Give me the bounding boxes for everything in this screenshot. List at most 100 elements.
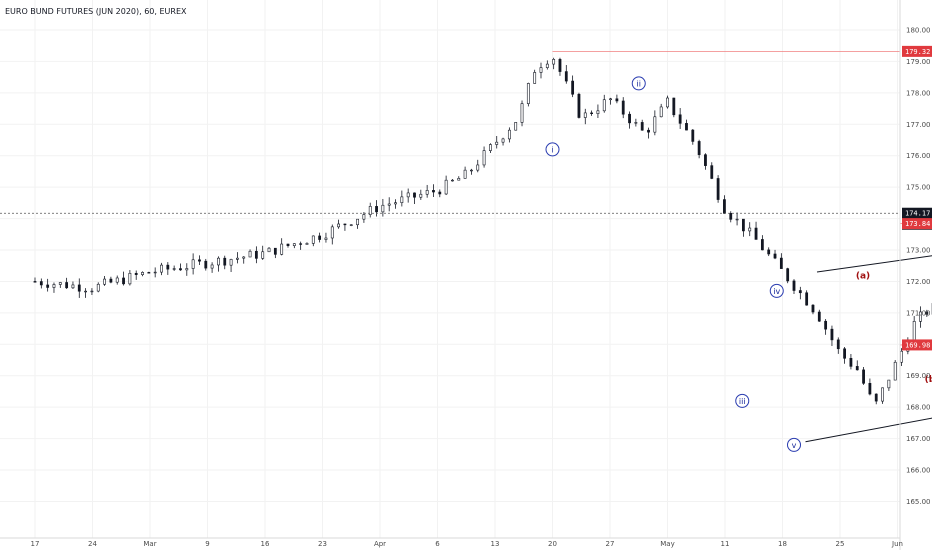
candle-body <box>52 284 56 288</box>
candle-body <box>824 320 828 330</box>
candle-body <box>507 129 511 140</box>
price-axis[interactable]: 165.00166.00167.00168.00169.00170.00171.… <box>899 0 932 550</box>
time-tick-label: 25 <box>836 540 845 548</box>
candle-body <box>893 361 897 381</box>
time-tick-label: 24 <box>88 540 97 548</box>
candle-body <box>254 250 258 259</box>
candle-body <box>792 280 796 291</box>
candle-body <box>748 227 752 232</box>
candle-body <box>375 206 378 213</box>
price-tick-label: 167.00 <box>906 435 931 443</box>
candle-body <box>65 282 69 289</box>
candle-body <box>273 247 277 255</box>
wave-circle <box>735 393 750 408</box>
candle-body <box>413 192 416 198</box>
wave-label-blue: i <box>551 145 553 154</box>
candle-body <box>621 100 625 115</box>
candle-body <box>71 284 75 289</box>
time-tick-label: 27 <box>606 540 615 548</box>
candle-body <box>678 114 682 124</box>
candle-body <box>286 243 290 246</box>
candle-body <box>741 218 745 232</box>
candle-body <box>855 366 859 371</box>
wave-label-blue: iv <box>773 287 780 296</box>
candle-body <box>438 191 442 195</box>
wave-label-red: (a) <box>856 271 870 281</box>
candle-body <box>552 59 556 65</box>
candle-body <box>267 247 271 253</box>
candle-body <box>577 93 581 118</box>
candle-body <box>58 282 62 285</box>
candle-body <box>166 264 170 270</box>
time-tick-label: 6 <box>435 540 440 548</box>
candle-body <box>261 251 265 259</box>
time-axis[interactable]: 1724Mar91623Apr6132027May111825Jun8 <box>0 537 932 548</box>
candle-body <box>356 218 359 226</box>
candle-body <box>786 268 790 282</box>
candle-body <box>602 99 606 112</box>
candle-body <box>805 292 809 306</box>
candle-body <box>666 97 669 108</box>
candle-body <box>84 290 88 293</box>
candle-body <box>710 165 714 179</box>
candle-body <box>697 141 701 155</box>
candle-body <box>729 213 733 220</box>
candle-body <box>419 193 423 198</box>
candle-body <box>425 190 429 195</box>
price-tick-label: 177.00 <box>906 121 931 129</box>
candle-body <box>141 272 144 275</box>
candle-body <box>77 284 81 292</box>
candle-body <box>735 218 739 221</box>
candle-body <box>248 250 252 258</box>
candle-body <box>381 204 385 213</box>
candle-body <box>103 278 106 285</box>
candle-body <box>691 129 695 142</box>
candle-body <box>596 110 600 114</box>
candle-body <box>704 154 707 166</box>
price-badge-label: 179.32 <box>905 48 930 56</box>
candle-body <box>773 253 777 259</box>
price-tick-label: 173.00 <box>906 247 931 255</box>
candle-body <box>634 122 638 124</box>
time-tick-label: Apr <box>374 540 386 548</box>
candle-body <box>811 304 815 313</box>
candle-body <box>444 179 448 195</box>
time-tick-label: 11 <box>721 540 730 548</box>
price-tick-label: 172.00 <box>906 278 931 286</box>
candle-body <box>160 264 163 273</box>
candle-body <box>488 144 492 151</box>
candle-body <box>115 277 119 283</box>
price-tick-label: 175.00 <box>906 184 931 192</box>
wave-circle <box>787 437 801 452</box>
candle-body <box>305 243 309 245</box>
time-tick-label: 9 <box>205 540 209 548</box>
candle-body <box>432 190 435 193</box>
wave-circle <box>545 142 560 157</box>
price-tick-label: 176.00 <box>906 152 931 160</box>
candle-body <box>647 129 650 133</box>
candle-body <box>198 259 201 262</box>
candle-body <box>153 271 157 274</box>
candle-body <box>571 80 575 95</box>
candle-body <box>843 348 847 359</box>
candle-body <box>919 311 922 322</box>
candle-body <box>406 192 410 198</box>
candle-body <box>280 243 284 255</box>
candle-body <box>887 379 891 389</box>
candle-body <box>779 257 783 269</box>
candle-body <box>451 179 454 182</box>
price-badge-label: 173.84 <box>905 220 930 228</box>
candle-body <box>400 196 404 203</box>
candle-body <box>204 260 208 269</box>
price-badge <box>902 218 932 230</box>
candle-body <box>90 290 94 293</box>
candle-body <box>760 239 764 251</box>
candle-body <box>817 311 821 322</box>
candle-body <box>798 290 802 294</box>
candle-body <box>324 237 328 240</box>
candle-body <box>217 257 220 266</box>
candle-body <box>925 311 929 315</box>
price-candles <box>33 57 932 405</box>
